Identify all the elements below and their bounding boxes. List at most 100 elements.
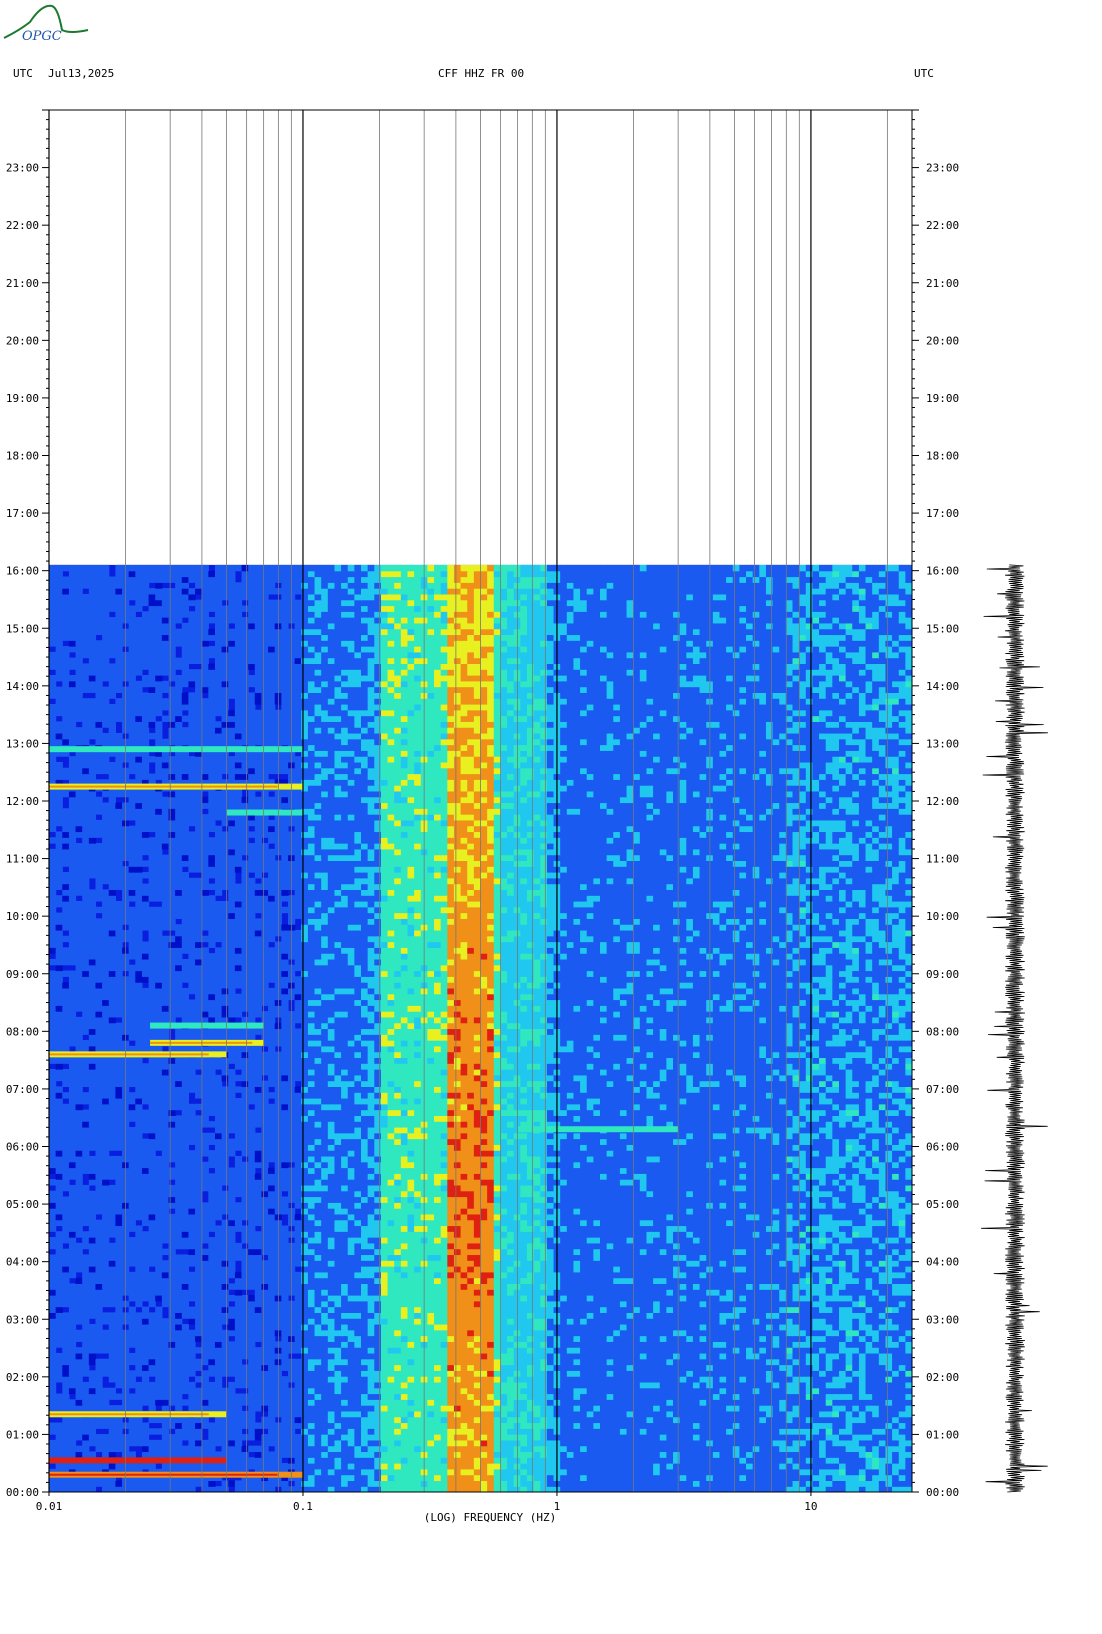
heatmap-cell (732, 1422, 740, 1429)
heatmap-cell (586, 1347, 594, 1354)
heatmap-cell (347, 1405, 355, 1412)
heatmap-cell (208, 1451, 216, 1458)
heatmap-cell (234, 1370, 243, 1377)
heatmap-cell (878, 1387, 887, 1395)
heatmap-cell (453, 1451, 462, 1458)
heatmap-cell (434, 1277, 442, 1285)
heatmap-cell (799, 1410, 807, 1418)
heatmap-cell (148, 1352, 156, 1360)
heatmap-cell (892, 1318, 900, 1325)
heatmap-cell (473, 1428, 482, 1435)
heatmap-cell (792, 1468, 800, 1476)
heatmap-cell (135, 1289, 143, 1296)
heatmap-cell (387, 1277, 395, 1285)
heatmap-cell (845, 1329, 853, 1337)
heatmap-cell (234, 1352, 243, 1360)
heatmap-cell (82, 1341, 90, 1348)
heatmap-cell (88, 1347, 97, 1354)
heatmap-cell (248, 1422, 256, 1429)
heatmap-cell (613, 1405, 621, 1412)
heatmap-cell (646, 1393, 654, 1400)
heatmap-cell (214, 1289, 223, 1296)
heatmap-cell (380, 1318, 389, 1325)
heatmap-cell (188, 1335, 196, 1342)
heatmap-cell (599, 1318, 608, 1325)
heatmap-cell (852, 1364, 860, 1371)
heatmap-cell (387, 1289, 395, 1296)
heatmap-cell (799, 1405, 807, 1412)
heatmap-cell (407, 1445, 415, 1453)
heatmap-cell (772, 1370, 780, 1377)
heatmap-cell (865, 1306, 873, 1313)
heatmap-cell (799, 1277, 807, 1285)
heatmap-cell (228, 1266, 236, 1273)
heatmap-cell (626, 1329, 634, 1337)
heatmap-cell (268, 1428, 276, 1435)
heatmap-cell (845, 1410, 853, 1418)
heatmap-cell (566, 1428, 575, 1435)
heatmap-cell (447, 1445, 455, 1453)
heatmap-cell (692, 1480, 701, 1487)
heatmap-cell (619, 1399, 628, 1406)
heatmap-cell (473, 1445, 482, 1453)
heatmap-cell (62, 1294, 70, 1302)
heatmap-cell (82, 1300, 90, 1308)
heatmap-cell (467, 1474, 475, 1482)
heatmap-cell (201, 1329, 209, 1337)
heatmap-cell (878, 1271, 887, 1279)
heatmap-cell (772, 1439, 780, 1447)
heatmap-cell (161, 1277, 170, 1285)
heatmap-cell (732, 1352, 740, 1360)
heatmap-cell (334, 1260, 342, 1267)
heatmap-cell (885, 1434, 893, 1441)
heatmap-cell (62, 1358, 70, 1366)
heatmap-cell (141, 1306, 150, 1313)
heatmap-cell (62, 1434, 70, 1441)
heatmap-cell (772, 1329, 780, 1337)
heatmap-cell (599, 1416, 608, 1424)
heatmap-cell (819, 1445, 827, 1453)
heatmap-cell (460, 1457, 468, 1464)
heatmap-cell (407, 1318, 415, 1325)
heatmap-cell (885, 1439, 893, 1447)
heatmap-cell (148, 1289, 156, 1296)
heatmap-cell (872, 1266, 880, 1273)
heatmap-cell (500, 1294, 508, 1302)
heatmap-cell (88, 1451, 97, 1458)
heatmap-cell (613, 1393, 621, 1400)
heatmap-cell (487, 1445, 495, 1453)
heatmap-cell (281, 1381, 289, 1389)
heatmap-cell (739, 1422, 747, 1429)
heatmap-cell (885, 1457, 893, 1464)
heatmap-cell (898, 1422, 906, 1429)
heatmap-cell (540, 1294, 548, 1302)
heatmap-cell (214, 1260, 223, 1267)
heatmap-cell (374, 1474, 382, 1482)
heatmap-cell (765, 1318, 774, 1325)
heatmap-cell (440, 1306, 448, 1313)
heatmap-cell (679, 1445, 687, 1453)
heatmap-cell (739, 1428, 747, 1435)
heatmap-cell (321, 1329, 329, 1337)
heatmap-cell (852, 1463, 860, 1470)
heatmap-cell (221, 1387, 229, 1395)
heatmap-cell (779, 1410, 787, 1418)
heatmap-cell (719, 1271, 727, 1279)
heatmap-cell (49, 1341, 57, 1348)
heatmap-cell (268, 1376, 276, 1383)
heatmap-cell (580, 1434, 588, 1441)
heatmap-cell (619, 1416, 628, 1424)
heatmap-cell (520, 1277, 528, 1285)
heatmap-cell (573, 1352, 581, 1360)
heatmap-cell (838, 1480, 847, 1487)
heatmap-cell (347, 1399, 355, 1406)
heatmap-cell (805, 1468, 814, 1476)
heatmap-cell (659, 1428, 667, 1435)
heatmap-cell (606, 1306, 614, 1313)
heatmap-cell (792, 1428, 800, 1435)
heatmap-cell (546, 1318, 555, 1325)
heatmap-cell (161, 1329, 170, 1337)
heatmap-cell (407, 1294, 415, 1302)
heatmap-cell (885, 1283, 893, 1290)
heatmap-cell (427, 1312, 435, 1319)
